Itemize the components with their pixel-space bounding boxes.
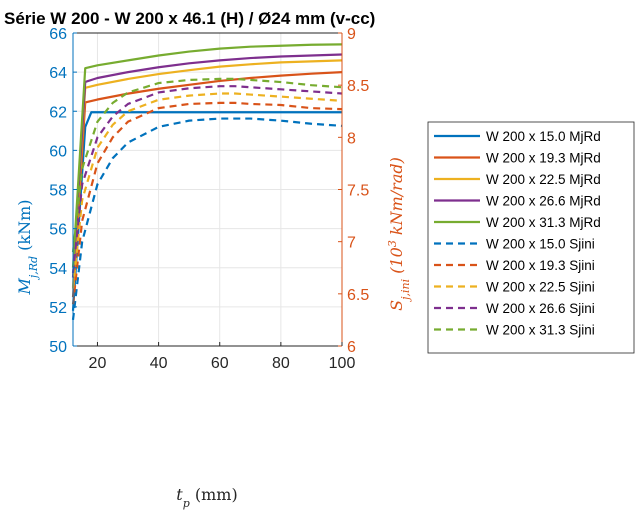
legend: W 200 x 15.0 MjRd W 200 x 19.3 MjRd W 200 …: [427, 121, 635, 354]
right-tick-label-3: 7.5: [347, 183, 369, 200]
right-tick-label-4: 8: [347, 130, 356, 147]
legend-label-6: W 200 x 19.3 Sjini: [486, 258, 595, 273]
legend-label-8: W 200 x 26.6 Sjini: [486, 301, 595, 316]
legend-label-4: W 200 x 31.3 MjRd: [486, 215, 601, 230]
x-tick-label-1: 40: [150, 355, 168, 372]
x-ticks: 20 40 60 80 100: [89, 342, 356, 372]
right-tick-label-6: 9: [347, 26, 356, 43]
left-tick-label-0: 50: [49, 339, 67, 356]
left-tick-label-3: 56: [49, 222, 67, 239]
left-tick-label-2: 54: [49, 261, 67, 278]
series-line-7: [71, 92, 343, 289]
legend-label-5: W 200 x 15.0 Sjini: [486, 237, 595, 252]
series-line-6: [71, 101, 343, 305]
left-tick-label-1: 52: [49, 300, 67, 317]
right-tick-label-5: 8.5: [347, 78, 369, 95]
x-tick-label-2: 60: [211, 355, 229, 372]
legend-label-0: W 200 x 15.0 MjRd: [486, 129, 601, 144]
series-line-9: [71, 77, 343, 253]
right-tick-label-0: 6: [347, 339, 356, 356]
x-axis-label: tp (mm): [176, 485, 237, 510]
x-tick-label-0: 20: [89, 355, 107, 372]
series-layer: [71, 43, 343, 321]
legend-box: [427, 121, 635, 354]
legend-label-2: W 200 x 22.5 MjRd: [486, 172, 601, 187]
right-y-ticks: 6 6.5 7 7.5 8 8.5 9: [338, 26, 369, 356]
chart-title: Série W 200 - W 200 x 46.1 (H) / Ø24 mm …: [4, 9, 375, 28]
series-line-3: [71, 53, 343, 278]
left-tick-label-4: 58: [49, 183, 67, 200]
series-line-4: [71, 43, 343, 268]
series-line-2: [71, 59, 343, 288]
legend-items: W 200 x 15.0 MjRd W 200 x 19.3 MjRd W 200 …: [434, 129, 601, 338]
legend-label-9: W 200 x 31.3 Sjini: [486, 323, 595, 338]
legend-label-3: W 200 x 26.6 MjRd: [486, 194, 601, 209]
series-line-1: [71, 71, 343, 298]
series-line-5: [71, 117, 343, 321]
x-tick-label-3: 80: [272, 355, 290, 372]
left-tick-label-5: 60: [49, 143, 67, 160]
series-line-0: [71, 111, 342, 311]
right-y-axis-label: Sj,ini (103 kNm/rad): [386, 157, 412, 311]
right-tick-label-1: 6.5: [347, 287, 369, 304]
legend-label-7: W 200 x 22.5 Sjini: [486, 280, 595, 295]
left-y-ticks: 50 52 54 56 58 60 62 64 66: [49, 26, 77, 356]
left-tick-label-7: 64: [49, 65, 67, 82]
left-tick-label-8: 66: [49, 26, 67, 43]
series-line-8: [71, 85, 343, 274]
left-tick-label-6: 62: [49, 104, 67, 121]
left-y-axis-label: Mj,Rd (kNm): [15, 199, 40, 295]
legend-label-1: W 200 x 19.3 MjRd: [486, 151, 601, 166]
right-tick-label-2: 7: [347, 235, 356, 252]
x-tick-label-4: 100: [329, 355, 356, 372]
